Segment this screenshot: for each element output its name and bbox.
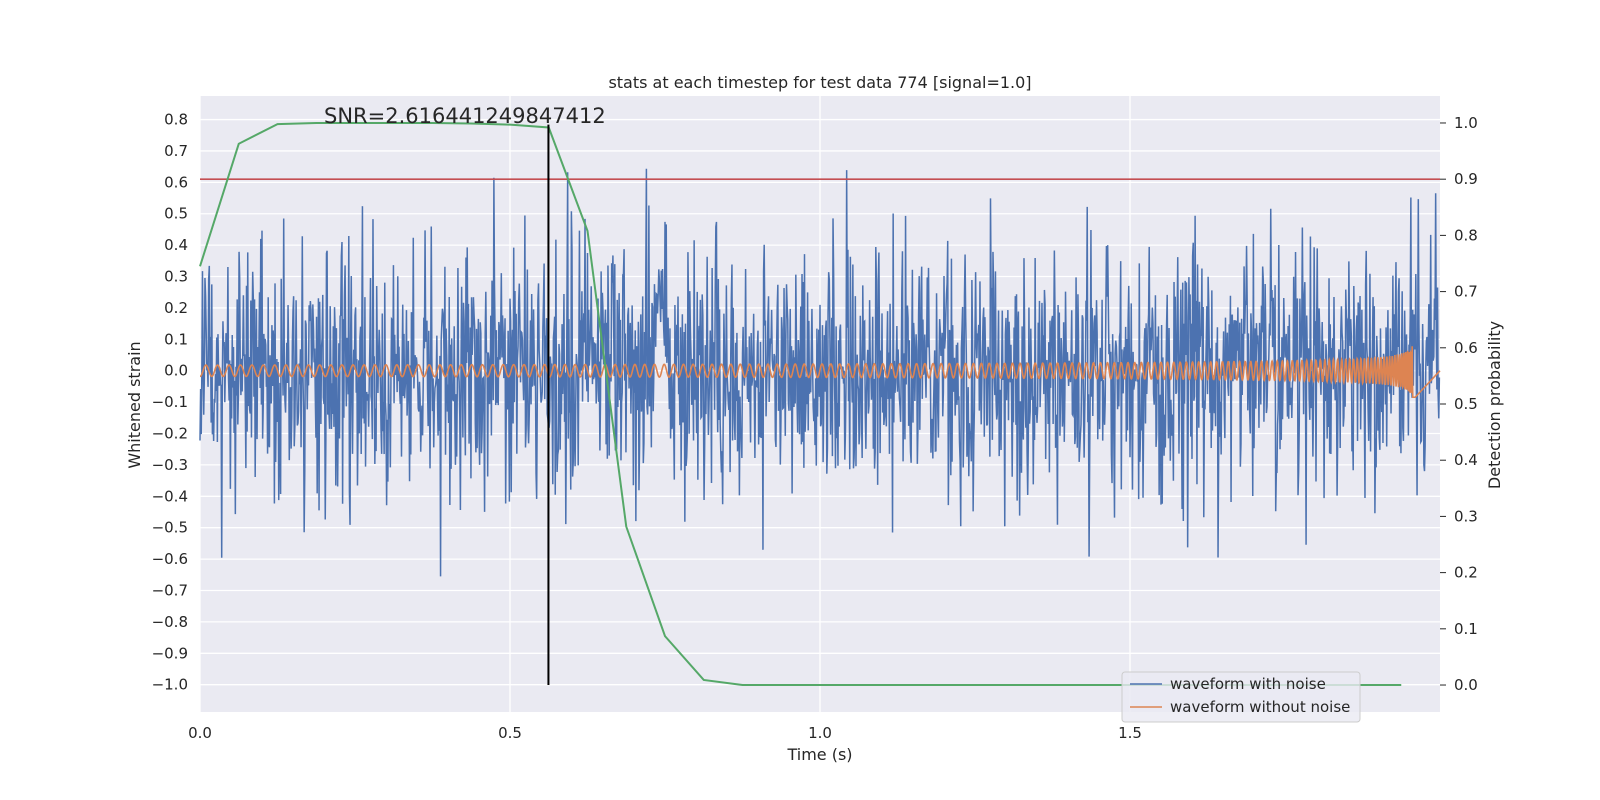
y-tick-label: −0.8 <box>152 613 188 631</box>
x-tick-label: 0.5 <box>498 724 522 742</box>
y-tick-label: −0.5 <box>152 519 188 537</box>
x-axis-label: Time (s) <box>786 745 852 764</box>
y-tick-label: −0.3 <box>152 456 188 474</box>
y-tick-label: −0.2 <box>152 425 188 443</box>
y-tick-label: 0.8 <box>164 111 188 129</box>
y2-tick-label: 0.5 <box>1454 395 1478 413</box>
y2-tick-label: 0.3 <box>1454 507 1478 525</box>
y-tick-label: −0.1 <box>152 393 188 411</box>
y2-tick-label: 0.1 <box>1454 620 1478 638</box>
x-tick-label: 0.0 <box>188 724 212 742</box>
y-axis-label: Whitened strain <box>125 341 144 468</box>
y-tick-label: 0.2 <box>164 299 188 317</box>
y-tick-label: 0.6 <box>164 173 188 191</box>
y-tick-label: 0.1 <box>164 330 188 348</box>
y-tick-label: 0.5 <box>164 205 188 223</box>
y2-tick-label: 0.7 <box>1454 283 1478 301</box>
x-tick-label: 1.0 <box>808 724 832 742</box>
legend-box <box>1121 671 1361 723</box>
y-tick-label: −0.6 <box>152 550 188 568</box>
y2-axis-ticks: 1.0 0.9 0.8 0.7 0.6 0.5 0.4 0.3 0.2 0.1 0.0 <box>1440 114 1478 694</box>
y-tick-label: −1.0 <box>152 676 188 694</box>
snr-annotation: SNR=2.616441249847412 <box>324 104 606 128</box>
legend-label-noise: waveform with noise <box>1170 675 1326 693</box>
y2-tick-label: 0.6 <box>1454 339 1478 357</box>
y2-tick-label: 0.4 <box>1454 451 1478 469</box>
y-axis-ticks: 0.8 0.7 0.6 0.5 0.4 0.3 0.2 0.1 0.0 −0.1 −0.2 −0.3 −… <box>152 111 188 694</box>
y2-tick-label: 0.8 <box>1454 226 1478 244</box>
y-tick-label: 0.4 <box>164 236 188 254</box>
legend: waveform with noise waveform without noi… <box>1121 671 1361 723</box>
y2-tick-label: 0.2 <box>1454 564 1478 582</box>
legend-label-clean: waveform without noise <box>1170 698 1350 716</box>
y2-tick-label: 0.9 <box>1454 170 1478 188</box>
y-tick-label: −0.7 <box>152 581 188 599</box>
y2-axis-label: Detection probability <box>1485 321 1504 489</box>
y-tick-label: 0.3 <box>164 268 188 286</box>
y-tick-label: 0.7 <box>164 142 188 160</box>
x-axis-ticks: 0.0 0.5 1.0 1.5 <box>188 724 1142 742</box>
y2-tick-label: 1.0 <box>1454 114 1478 132</box>
y-tick-label: 0.0 <box>164 362 188 380</box>
x-tick-label: 1.5 <box>1118 724 1142 742</box>
y2-tick-label: 0.0 <box>1454 676 1478 694</box>
y-tick-label: −0.9 <box>152 644 188 662</box>
chart-title: stats at each timestep for test data 774… <box>608 73 1031 92</box>
waveform-without-noise-line <box>199 346 1441 399</box>
y-tick-label: −0.4 <box>152 487 188 505</box>
